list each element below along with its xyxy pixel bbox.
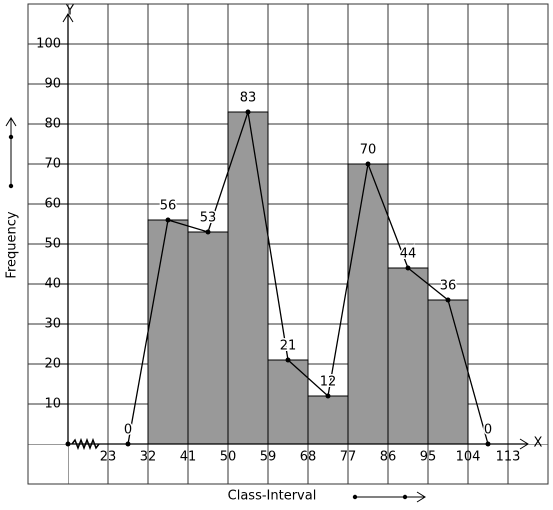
polygon-point [245,109,251,115]
y-tick-label: 100 [36,37,61,52]
data-label: 12 [320,375,337,390]
bar [427,299,469,445]
data-label: 0 [484,423,492,438]
x-tick-label: 59 [260,450,277,465]
axis-break [71,437,100,451]
y-tick-label: 40 [44,277,61,292]
y-tick-label: 50 [44,237,61,252]
bar [307,395,349,445]
polygon-point [165,217,171,223]
x-tick-label: 50 [220,450,237,465]
polygon-point [445,297,451,303]
bar [187,231,229,445]
y-label-arrow [5,117,17,189]
x-tick-label: 86 [380,450,397,465]
data-label: 70 [360,143,377,158]
data-label: 21 [280,339,297,354]
data-label: 44 [400,247,417,262]
x-label-arrow [352,491,426,503]
bar [227,111,269,445]
polygon-point [285,357,291,363]
data-label: 36 [440,279,457,294]
y-tick-label: 20 [44,357,61,372]
bar [347,163,389,445]
x-tick-label: 41 [180,450,197,465]
y-tick-label: 60 [44,197,61,212]
bar [147,219,189,445]
frequency-polygon [127,111,489,445]
plot: 10 20 30 40 50 60 70 80 90 100 23 32 41 50 59 68 77 86 95 1… [28,4,548,484]
y-tick-label: 30 [44,317,61,332]
y-axis-name: Y [65,4,74,19]
polygon-point [325,393,331,399]
x-tick-label: 113 [496,450,521,465]
x-axis-label: Class-Interval [228,489,317,504]
x-axis-name: X [534,436,543,451]
data-label: 56 [160,199,177,214]
polygon-point [205,229,211,235]
x-arrow [519,438,529,450]
y-arrow [62,13,74,23]
polygon-point [405,265,411,271]
x-tick-label: 95 [420,450,437,465]
y-tick-label: 70 [44,157,61,172]
y-tick-label: 80 [44,117,61,132]
polygon-point [365,161,371,167]
data-label: 53 [200,211,217,226]
data-label: 0 [124,423,132,438]
y-tick-label: 90 [44,77,61,92]
x-tick-label: 68 [300,450,317,465]
y-axis-label: Frequency [5,211,20,278]
x-tick-label: 77 [340,450,357,465]
origin [65,441,71,447]
data-label: 83 [240,91,257,106]
x-tick-label: 23 [100,450,117,465]
y-tick-label: 10 [44,397,61,412]
bar [387,267,429,445]
x-tick-label: 104 [456,450,481,465]
x-tick-label: 32 [140,450,157,465]
